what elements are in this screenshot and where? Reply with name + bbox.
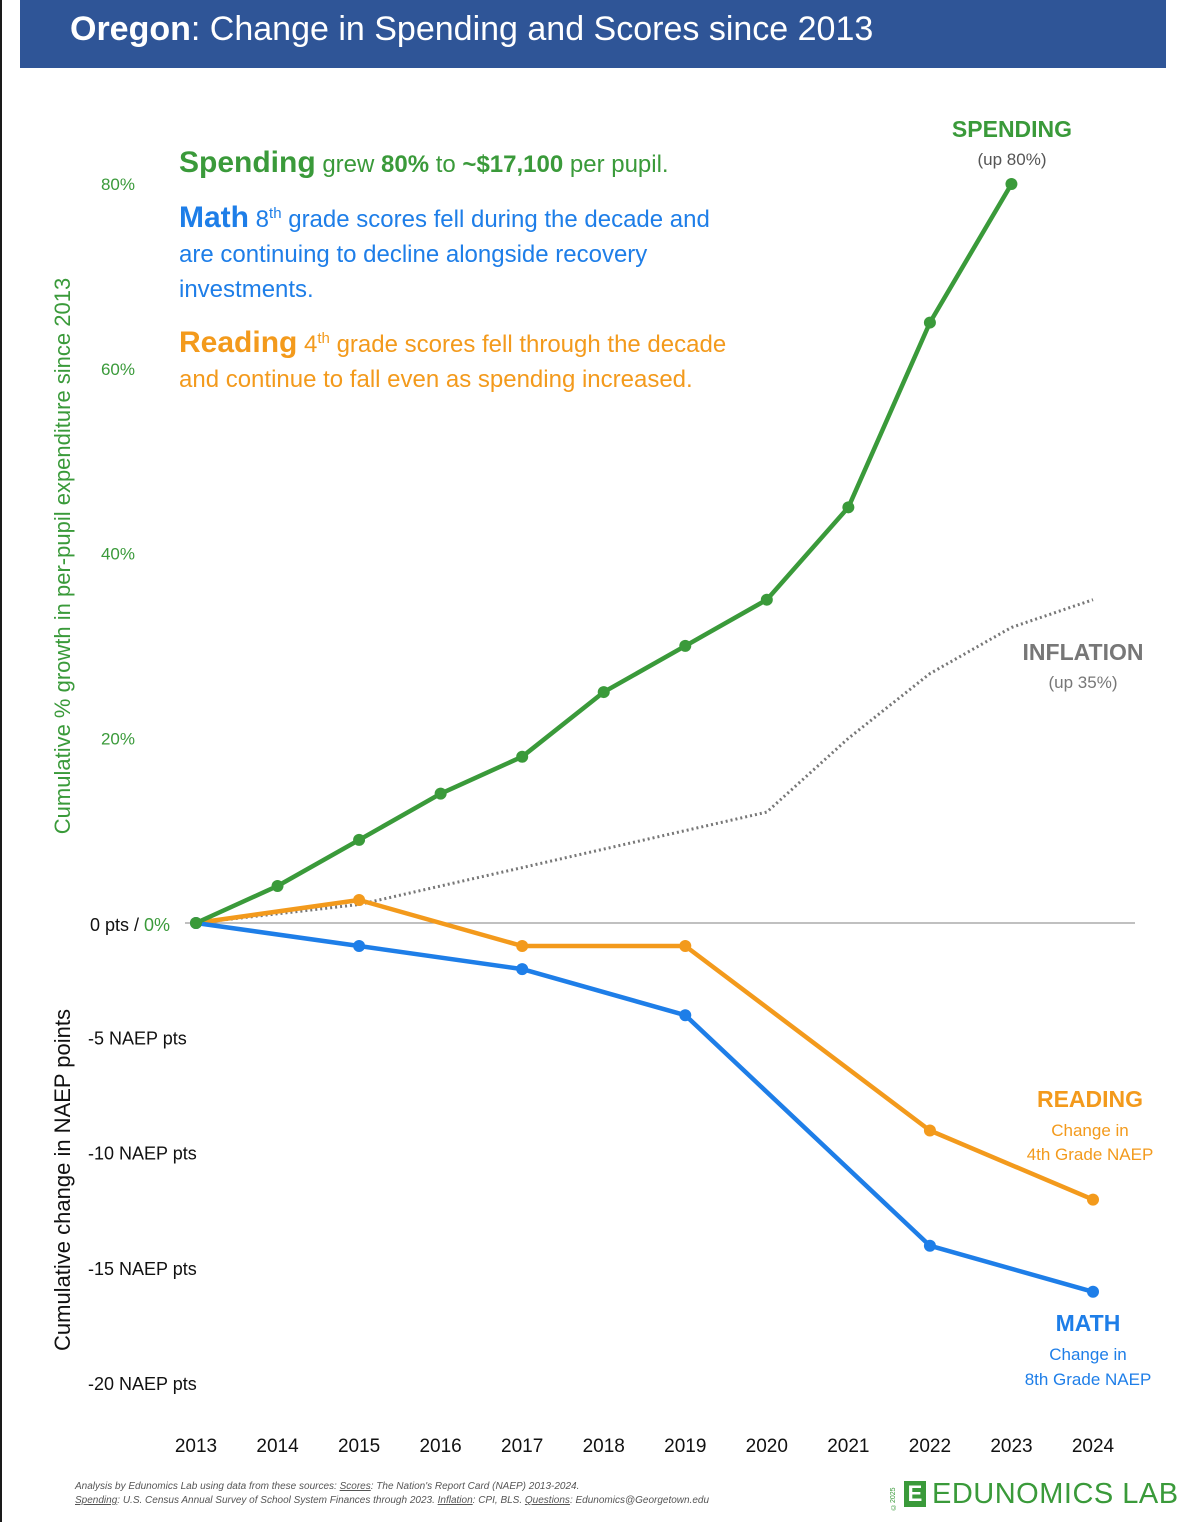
math-callout-text: grade scores fell during the decade and … bbox=[179, 206, 710, 303]
source-spending-label: Spending bbox=[75, 1495, 118, 1506]
reading-series-sublabel: 4th Grade NAEP bbox=[1027, 1145, 1154, 1164]
lower-axis-tick-label: -5 NAEP pts bbox=[88, 1028, 187, 1048]
x-tick-label: 2020 bbox=[746, 1436, 788, 1457]
source-note-line-1: Analysis by Edunomics Lab using data fro… bbox=[75, 1480, 709, 1494]
reading-callout-label: Reading bbox=[179, 326, 298, 359]
x-tick-label: 2015 bbox=[338, 1436, 380, 1457]
math-callout-label: Math bbox=[179, 201, 249, 234]
source-scores-text: : The Nation's Report Card (NAEP) 2013-2… bbox=[370, 1481, 580, 1492]
zero-label-pct: 0% bbox=[144, 915, 170, 935]
spending-callout-label: Spending bbox=[179, 146, 316, 179]
math-data-point bbox=[516, 963, 529, 976]
math-callout: Math 8th grade scores fell during the de… bbox=[179, 196, 739, 307]
spending-callout-text: per pupil. bbox=[563, 151, 669, 178]
math-series-label: MATH bbox=[1056, 1310, 1121, 1336]
reading-data-point bbox=[679, 940, 692, 953]
lower-axis-tick-label: -10 NAEP pts bbox=[88, 1144, 197, 1164]
upper-axis-tick-label: 20% bbox=[101, 729, 135, 748]
lower-axis-tick-label: -20 NAEP pts bbox=[88, 1374, 197, 1394]
spending-data-point bbox=[190, 917, 202, 929]
upper-axis-tick-label: 40% bbox=[101, 545, 135, 564]
spending-data-point bbox=[1005, 178, 1018, 190]
reading-data-point bbox=[516, 940, 529, 953]
math-series-sublabel: 8th Grade NAEP bbox=[1025, 1370, 1152, 1389]
spending-data-point bbox=[271, 880, 284, 893]
source-scores-label: Scores bbox=[339, 1481, 371, 1492]
spending-data-point bbox=[597, 686, 610, 699]
spending-callout-text: to bbox=[429, 151, 463, 178]
spending-data-point bbox=[434, 787, 447, 800]
reading-callout-grade-suffix: th bbox=[317, 330, 330, 347]
x-tick-label: 2017 bbox=[501, 1436, 543, 1457]
reading-series-label: READING bbox=[1037, 1086, 1143, 1112]
lower-axis-title: Cumulative change in NAEP points bbox=[50, 1009, 75, 1351]
logo-copyright: ©2025 bbox=[890, 1487, 897, 1510]
inflation-series-line bbox=[195, 598, 1094, 925]
lower-axis-tick-label: -15 NAEP pts bbox=[88, 1259, 197, 1279]
source-spending-text: : U.S. Census Annual Survey of School Sy… bbox=[117, 1495, 438, 1506]
title-state: Oregon bbox=[70, 10, 191, 48]
reading-callout: Reading 4th grade scores fell through th… bbox=[179, 321, 739, 397]
x-tick-label: 2022 bbox=[909, 1436, 951, 1457]
source-note-text: Analysis by Edunomics Lab using data fro… bbox=[75, 1481, 340, 1492]
spending-callout-pct: 80% bbox=[381, 151, 430, 178]
math-data-point bbox=[679, 1009, 692, 1022]
x-tick-label: 2013 bbox=[175, 1436, 217, 1457]
x-tick-label: 2023 bbox=[990, 1436, 1032, 1457]
logo-mark-icon: E bbox=[904, 1481, 926, 1507]
spending-data-point bbox=[923, 316, 936, 329]
math-data-point bbox=[353, 940, 366, 953]
zero-axis-label: 0 pts / 0% bbox=[90, 915, 170, 935]
spending-series-sublabel: (up 80%) bbox=[978, 150, 1047, 169]
x-tick-label: 2014 bbox=[256, 1436, 299, 1457]
inflation-series-label: INFLATION bbox=[1023, 639, 1144, 665]
spending-series-label: SPENDING bbox=[952, 116, 1072, 142]
source-questions-label: Questions bbox=[524, 1495, 570, 1506]
math-data-point bbox=[923, 1239, 936, 1252]
reading-series-line bbox=[195, 897, 1094, 1202]
spending-callout-text: grew bbox=[315, 151, 382, 178]
upper-axis-tick-label: 60% bbox=[101, 360, 135, 379]
upper-axis-tick-label: 80% bbox=[101, 175, 135, 194]
reading-data-point bbox=[923, 1124, 936, 1137]
spending-callout: Spending grew 80% to ~$17,100 per pupil. bbox=[179, 145, 739, 182]
logo-text: EDUNOMICS LAB bbox=[932, 1478, 1179, 1510]
reading-callout-text: grade scores fell through the decade and… bbox=[179, 331, 727, 393]
spending-data-point bbox=[353, 833, 366, 846]
spending-callout-amount: ~$17,100 bbox=[462, 151, 564, 178]
source-note-line-2: Spending: U.S. Census Annual Survey of S… bbox=[75, 1494, 709, 1508]
x-tick-label: 2024 bbox=[1072, 1436, 1115, 1457]
page-left-border bbox=[0, 0, 2, 1522]
math-callout-grade-suffix: th bbox=[269, 205, 282, 222]
spending-data-point bbox=[679, 639, 692, 652]
source-inflation-label: Inflation bbox=[437, 1495, 473, 1506]
spending-data-point bbox=[760, 593, 773, 606]
math-series-sublabel: Change in bbox=[1049, 1345, 1127, 1364]
math-series-line bbox=[195, 920, 1094, 1294]
spending-data-point bbox=[516, 750, 529, 763]
callout-block: Spending grew 80% to ~$17,100 per pupil.… bbox=[179, 145, 739, 397]
zero-label-pts: 0 pts bbox=[90, 915, 129, 935]
x-tick-label: 2019 bbox=[664, 1436, 706, 1457]
source-note: Analysis by Edunomics Lab using data fro… bbox=[75, 1480, 709, 1508]
x-tick-label: 2016 bbox=[419, 1436, 461, 1457]
reading-data-point bbox=[1087, 1193, 1099, 1206]
reading-data-point bbox=[353, 893, 366, 906]
zero-label-separator: / bbox=[129, 915, 144, 935]
page-title: Oregon: Change in Spending and Scores si… bbox=[70, 10, 873, 49]
math-callout-grade: 8 bbox=[255, 206, 270, 233]
math-data-point bbox=[1087, 1285, 1099, 1298]
x-tick-label: 2021 bbox=[827, 1436, 869, 1457]
source-inflation-text: : CPI, BLS. bbox=[472, 1495, 525, 1506]
title-rest: : Change in Spending and Scores since 20… bbox=[190, 10, 874, 48]
reading-callout-grade: 4 bbox=[304, 331, 318, 358]
reading-series-sublabel: Change in bbox=[1051, 1121, 1129, 1140]
source-questions-text: : Edunomics@Georgetown.edu bbox=[569, 1495, 710, 1506]
title-banner: Oregon: Change in Spending and Scores si… bbox=[20, 0, 1166, 68]
upper-axis-title: Cumulative % growth in per-pupil expendi… bbox=[50, 278, 75, 834]
inflation-series-sublabel: (up 35%) bbox=[1049, 673, 1118, 692]
spending-data-point bbox=[842, 501, 855, 514]
x-tick-label: 2018 bbox=[583, 1436, 625, 1457]
